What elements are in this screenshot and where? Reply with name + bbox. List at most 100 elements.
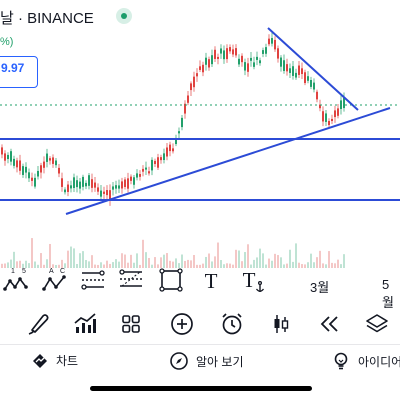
price-label-box: 9.97 (0, 56, 38, 88)
volume-bar (82, 251, 84, 268)
brush-tool-button[interactable] (24, 308, 54, 340)
candle-body (178, 131, 180, 134)
volume-bar (70, 246, 72, 268)
volume-bar (334, 263, 336, 268)
volume-bar (34, 261, 36, 268)
chart-nav-item[interactable]: 차트 (32, 352, 78, 369)
volume-bar (148, 257, 150, 268)
candle-body (25, 166, 27, 173)
rectangle-icon (159, 268, 183, 292)
ascending-trendline[interactable] (65, 107, 391, 215)
candle-body (49, 158, 51, 161)
volume-bar (4, 263, 6, 268)
candle-body (115, 185, 117, 189)
trend-based-fib-tool-button[interactable] (116, 264, 146, 296)
volume-bar (316, 257, 318, 268)
layers-button[interactable] (362, 308, 392, 340)
replay-button[interactable] (314, 308, 344, 340)
candle-body (64, 189, 66, 193)
volume-bar (16, 261, 18, 268)
fib-retracement-tool-button[interactable] (78, 264, 108, 296)
market-open-indicator-icon (116, 8, 132, 24)
candle-body (307, 76, 309, 81)
candle-body (139, 174, 141, 177)
candle-body (100, 190, 102, 197)
candle-body (94, 182, 96, 188)
chart-type-button[interactable] (266, 308, 296, 340)
volume-bar (244, 252, 246, 268)
candle-body (331, 118, 333, 122)
layers-icon (366, 314, 388, 333)
volume-bar (280, 257, 282, 268)
volume-bar (79, 253, 81, 268)
volume-bar (94, 264, 96, 268)
brush-icon (28, 314, 49, 335)
candle-body (154, 160, 156, 165)
volume-bar (73, 248, 75, 268)
abcd-pattern-tool-button[interactable]: A C (40, 264, 70, 296)
candle-body (265, 47, 267, 54)
volume-bar (40, 253, 42, 268)
alert-button[interactable] (217, 308, 247, 340)
ideas-nav-item[interactable]: 아이디어 (332, 352, 400, 370)
candle-body (13, 158, 15, 166)
volume-bar (208, 253, 210, 268)
volume-bar (310, 253, 312, 268)
xabcd-pattern-tool-button[interactable]: 1 5 (2, 264, 32, 296)
candle-body (130, 176, 132, 181)
candle-body (268, 38, 270, 45)
chart-toolbar (0, 306, 400, 342)
trend-fib-icon (119, 269, 142, 287)
candle-body (205, 57, 207, 65)
volume-bars (1, 238, 345, 268)
add-button[interactable] (167, 308, 197, 340)
descending-trendline[interactable] (267, 27, 359, 111)
chart-nav-label: 차트 (56, 354, 79, 368)
symbol-title[interactable]: 날 · BINANCE (0, 10, 94, 27)
candle-body (34, 177, 36, 187)
candle-body (7, 154, 9, 160)
indicators-button[interactable] (70, 308, 100, 340)
templates-button[interactable] (116, 308, 146, 340)
candle-body (148, 171, 150, 174)
volume-bar (283, 264, 285, 268)
volume-bar (319, 250, 321, 268)
volume-bar (325, 264, 327, 268)
candle-body (328, 120, 330, 125)
candle-body (82, 176, 84, 187)
volume-bar (151, 264, 153, 268)
grid-icon (122, 315, 140, 333)
volume-bar (52, 264, 54, 268)
svg-text:5: 5 (22, 268, 26, 275)
volume-bar (46, 259, 48, 268)
candle-body (160, 157, 162, 161)
ideas-nav-label: 아이디어 (358, 354, 400, 369)
text-tool-button[interactable]: T (196, 264, 226, 296)
volume-bar (313, 262, 315, 268)
volume-bar (247, 244, 249, 268)
volume-bar (139, 264, 141, 268)
volume-bar (232, 264, 234, 268)
volume-bar (292, 261, 294, 268)
ideas-view-nav-item[interactable]: 알아 보기 (170, 352, 244, 370)
candle-body (274, 39, 276, 50)
anchored-text-tool-button[interactable]: T (236, 264, 266, 296)
bottom-navigation: 차트 알아 보기 아이디어 (0, 348, 400, 378)
volume-bar (295, 243, 297, 268)
rectangle-tool-button[interactable] (156, 264, 186, 296)
volume-bar (217, 242, 219, 268)
candle-body (61, 178, 63, 187)
volume-bar (250, 264, 252, 268)
price-chart[interactable] (0, 0, 400, 300)
volume-bar (256, 257, 258, 268)
volume-bar (49, 243, 51, 268)
home-indicator[interactable] (90, 386, 312, 391)
candle-body (88, 175, 90, 186)
volume-bar (331, 262, 333, 268)
candle-body (247, 63, 249, 72)
candle-body (292, 66, 294, 76)
compass-icon (170, 352, 188, 370)
candle-body (223, 50, 225, 60)
candle-body (184, 103, 186, 114)
plus-circle-icon (171, 313, 193, 335)
